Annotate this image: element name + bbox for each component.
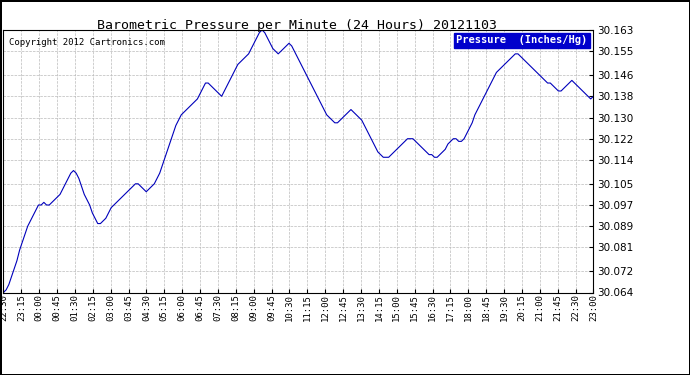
Text: Copyright 2012 Cartronics.com: Copyright 2012 Cartronics.com <box>10 38 165 47</box>
Text: Barometric Pressure per Minute (24 Hours) 20121103: Barometric Pressure per Minute (24 Hours… <box>97 19 497 32</box>
Text: Pressure  (Inches/Hg): Pressure (Inches/Hg) <box>456 35 587 45</box>
